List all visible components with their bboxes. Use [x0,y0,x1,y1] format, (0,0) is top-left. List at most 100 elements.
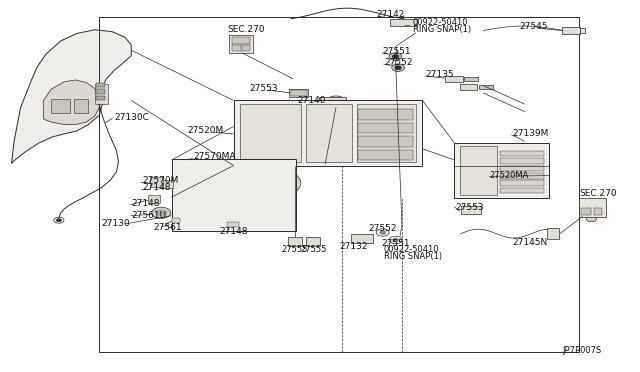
Text: RING SNAP(1): RING SNAP(1) [384,252,442,261]
Circle shape [216,169,264,197]
Circle shape [246,143,269,156]
Circle shape [56,219,61,222]
Bar [172,159,296,231]
Bar [96,83,105,87]
Bar [547,228,559,239]
Circle shape [179,169,228,197]
Text: 27135: 27135 [426,70,454,79]
Text: 27140: 27140 [298,96,326,105]
Circle shape [270,137,283,144]
Polygon shape [12,30,131,164]
Bar [288,237,302,246]
Bar [229,35,253,53]
Text: 27148: 27148 [131,199,160,208]
Bar [500,166,544,171]
Text: 27132: 27132 [339,242,368,251]
Circle shape [260,174,292,192]
Bar [594,208,602,215]
Bar [460,84,477,90]
Text: SEC.270: SEC.270 [228,25,266,34]
Bar [306,104,352,162]
Text: JP7P007S: JP7P007S [562,346,601,355]
Bar [306,237,320,246]
Circle shape [156,210,166,216]
Bar [460,146,497,195]
Text: SEC.270: SEC.270 [580,189,618,198]
Circle shape [222,191,258,212]
Bar [232,37,250,44]
Text: 27561U: 27561U [131,211,166,219]
Text: 27570M: 27570M [142,176,179,185]
Text: 27552: 27552 [384,58,413,67]
Text: 27551: 27551 [383,47,412,56]
Bar [95,84,108,104]
Bar [240,104,301,162]
Bar [500,188,544,193]
Text: 27520MA: 27520MA [490,171,529,180]
Bar [358,136,413,147]
Bar [390,19,417,26]
Bar [500,158,544,164]
Bar [461,206,481,214]
Bar [99,17,579,352]
Bar [74,99,88,113]
Text: 27545: 27545 [520,22,548,31]
Bar [172,218,180,223]
Bar [580,28,585,33]
Circle shape [392,64,404,71]
Text: 00922-50410: 00922-50410 [384,246,440,254]
Bar [500,180,544,186]
Bar [96,96,105,100]
Text: 27130C: 27130C [114,113,148,122]
Bar [479,85,493,89]
Polygon shape [44,80,99,125]
Circle shape [331,99,341,105]
Bar [150,177,163,187]
Bar [500,173,544,179]
Text: 00922-50410: 00922-50410 [413,18,468,27]
Text: 27553: 27553 [250,84,278,93]
Bar [291,90,307,96]
Text: 27561: 27561 [154,223,182,232]
Bar [579,198,606,217]
Bar [358,123,413,133]
Bar [319,97,346,107]
Circle shape [265,134,288,147]
Bar [358,109,413,120]
Bar [242,45,250,51]
Text: 27130: 27130 [101,219,130,228]
Bar [289,89,308,97]
Circle shape [243,124,271,140]
Circle shape [152,207,171,218]
Bar [454,143,549,198]
Bar [445,76,463,82]
Bar [234,100,422,166]
Text: 27142: 27142 [376,10,404,19]
Text: RING SNAP(1): RING SNAP(1) [413,25,471,33]
Text: 27551: 27551 [381,239,410,248]
Bar [358,150,413,160]
Circle shape [392,238,399,242]
Bar [148,195,160,203]
Bar [581,208,591,215]
Text: 27555: 27555 [301,246,327,254]
Text: 27555: 27555 [282,246,308,254]
Bar [351,234,373,243]
Text: 27145N: 27145N [512,238,547,247]
Bar [357,104,416,162]
Text: 27139M: 27139M [512,129,548,138]
Bar [161,180,173,188]
Circle shape [251,146,264,153]
Text: 27570MA: 27570MA [193,153,236,161]
Text: 27148: 27148 [219,227,248,236]
Circle shape [586,216,596,222]
Circle shape [380,231,386,234]
Circle shape [188,174,220,192]
Bar [232,45,241,51]
Circle shape [186,191,221,212]
Text: 27148: 27148 [142,183,171,192]
Bar [51,99,70,113]
Circle shape [326,96,346,108]
Bar [96,89,105,94]
Text: 27553: 27553 [456,203,484,212]
